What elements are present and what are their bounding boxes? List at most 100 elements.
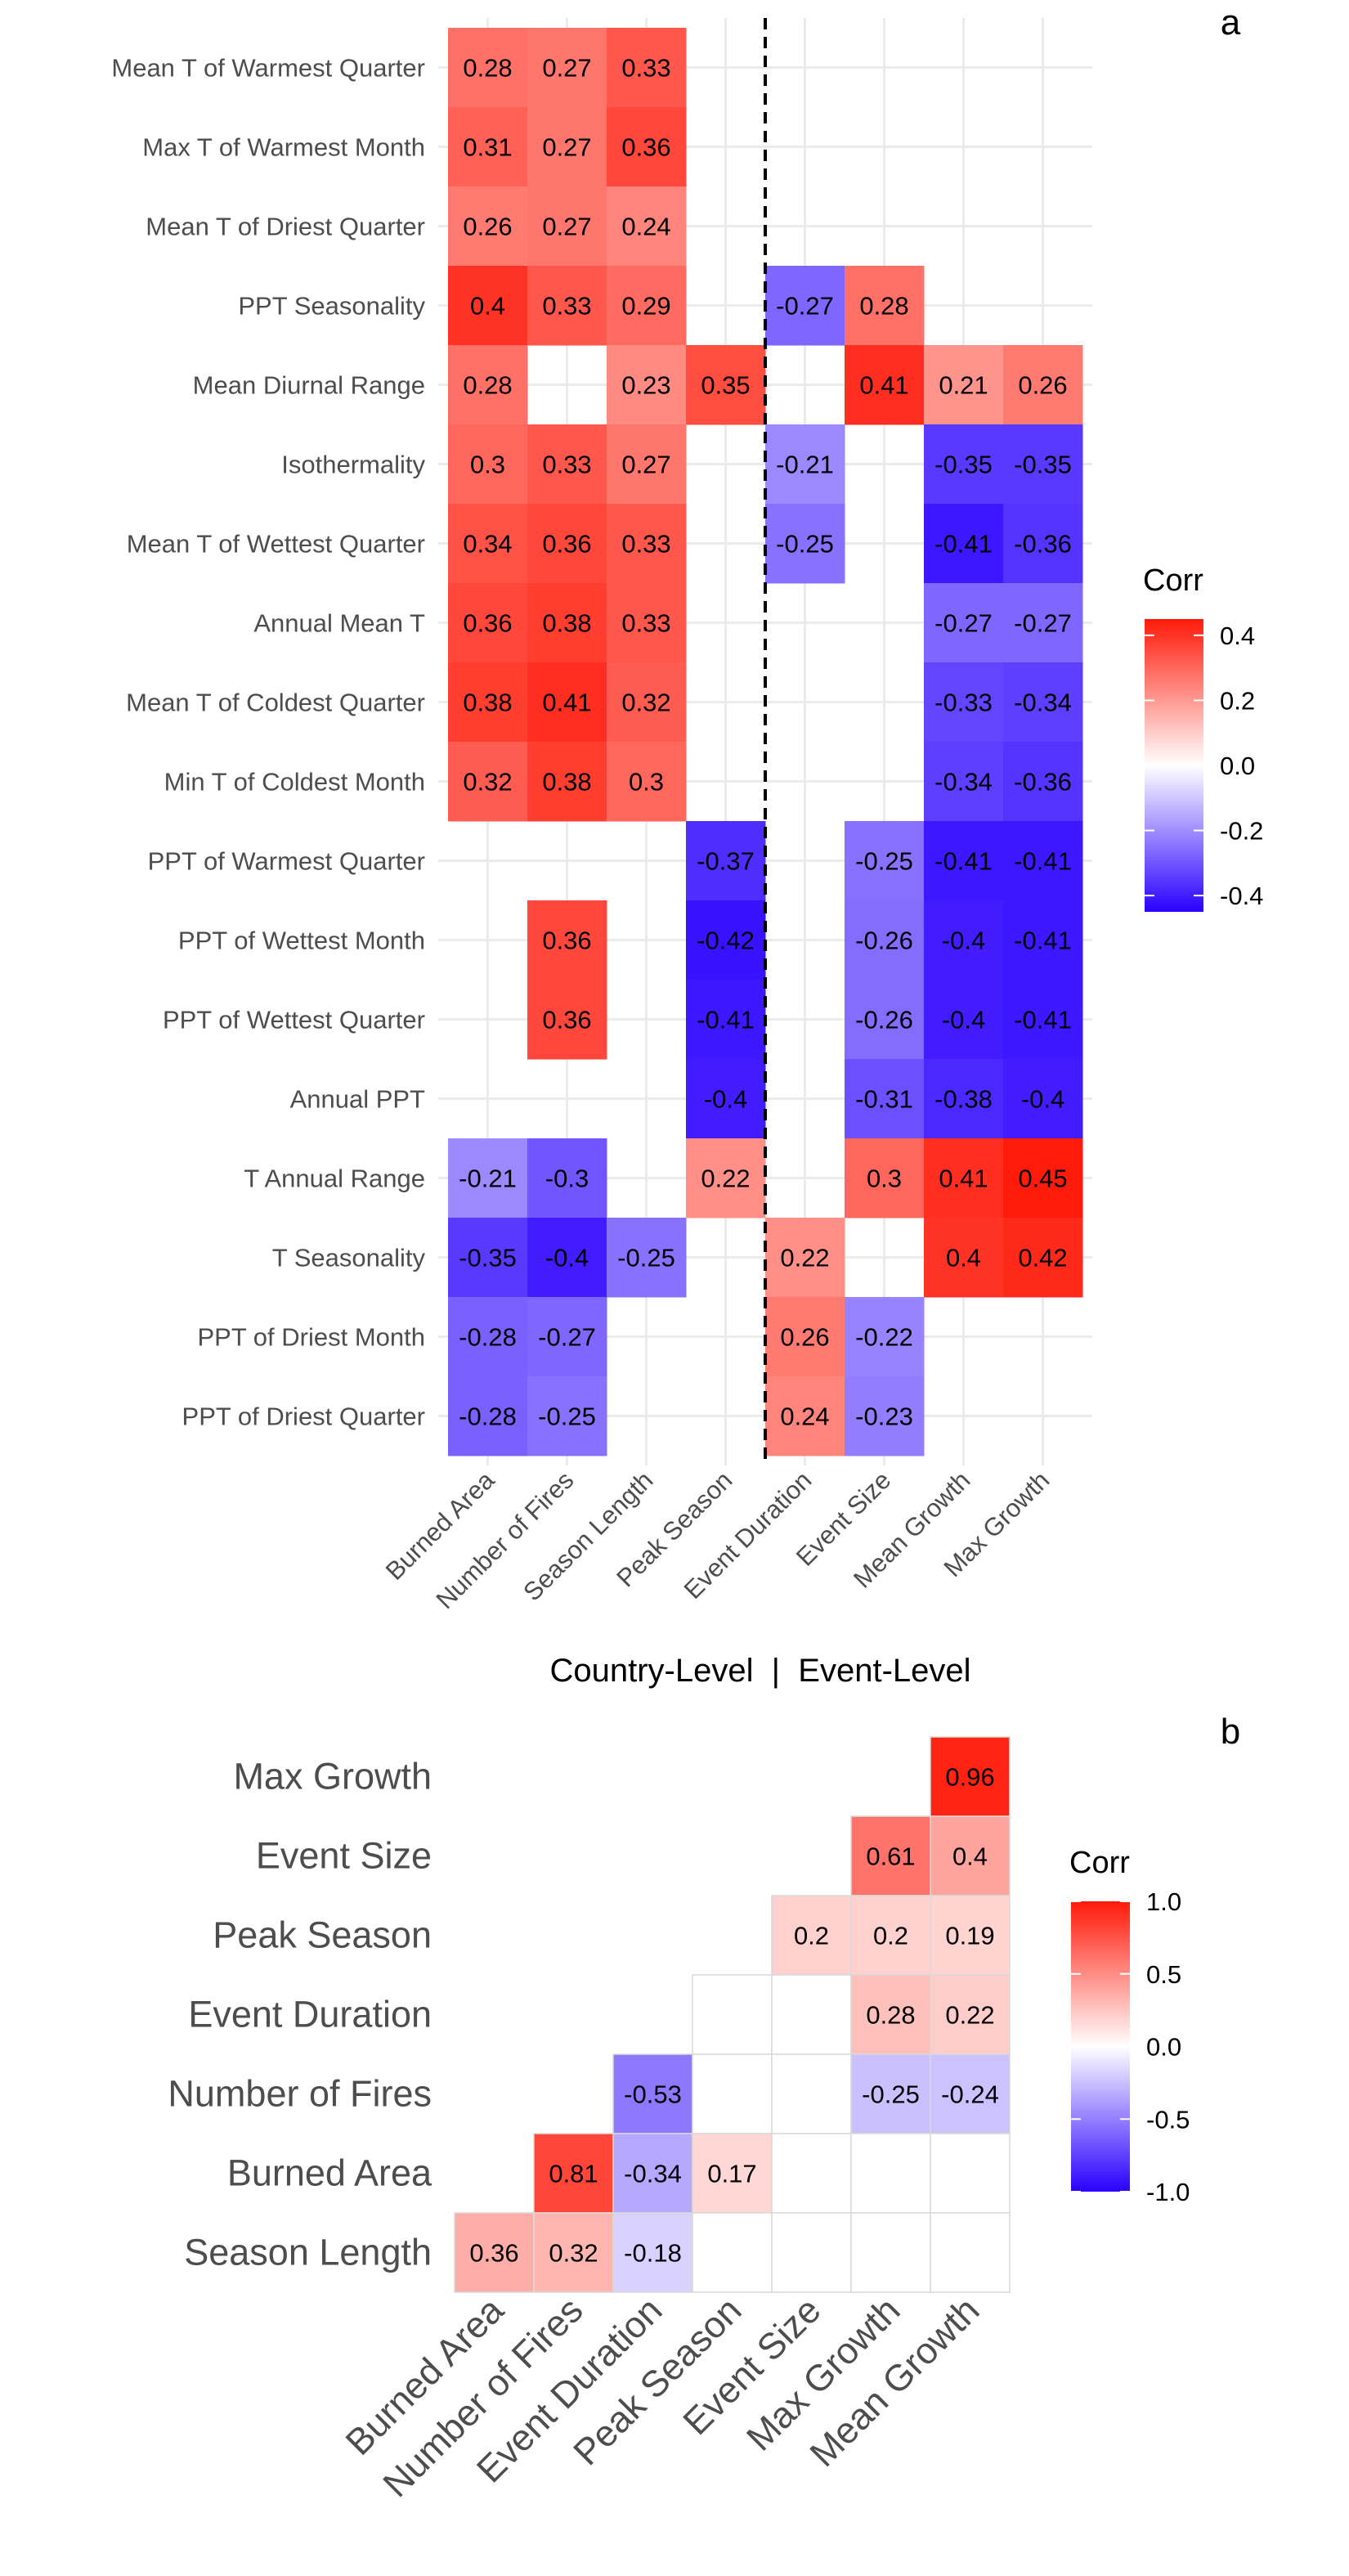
heatmap-cell [448, 1218, 528, 1298]
cell-value-label: -0.35 [1014, 451, 1072, 479]
legend-tick-label: 0.0 [1220, 752, 1255, 780]
row-label: T Annual Range [244, 1165, 425, 1193]
row-label: Event Duration [188, 1994, 432, 2035]
heatmap-cell [448, 345, 528, 425]
heatmap-cell [850, 2133, 931, 2214]
row-label: Number of Fires [168, 2073, 432, 2115]
heatmap-cell [454, 2212, 535, 2293]
row-label: Mean T of Driest Quarter [146, 213, 425, 241]
cell-value-label: -0.22 [855, 1323, 913, 1352]
cell-value-label: 0.38 [463, 689, 512, 717]
cell-value-label: 0.24 [780, 1402, 829, 1431]
cell-value-label: 0.36 [542, 1006, 591, 1034]
heatmap-cell [607, 662, 687, 743]
cell-value-label: -0.41 [934, 847, 993, 876]
cell-value-label: 0.27 [542, 133, 591, 162]
cell-value-label: -0.34 [934, 768, 993, 797]
cell-value-label: 0.34 [463, 530, 512, 559]
cell-value-label: 0.33 [621, 609, 670, 638]
cell-value-label: 0.28 [463, 54, 512, 83]
cell-value-label: 0.29 [621, 292, 670, 321]
cell-value-label: -0.26 [855, 1006, 913, 1034]
panel-b-legend-title: Corr [1069, 1846, 1130, 1880]
row-label: T Seasonality [272, 1244, 426, 1272]
heatmap-cell [692, 1974, 773, 2055]
cell-value-label: -0.41 [1014, 847, 1072, 876]
cell-value-label: 0.33 [542, 451, 591, 479]
heatmap-cell [924, 1059, 1004, 1139]
cell-value-label: 0.27 [621, 451, 670, 479]
heatmap-cell [845, 821, 925, 901]
heatmap-cell [607, 266, 687, 346]
cell-value-label: -0.3 [545, 1165, 589, 1193]
heatmap-cell [448, 504, 528, 584]
cell-value-label: 0.81 [549, 2160, 598, 2188]
row-label: PPT of Warmest Quarter [148, 847, 425, 876]
cell-value-label: 0.32 [549, 2239, 598, 2268]
cell-value-label: -0.28 [459, 1402, 517, 1431]
heatmap-cell [1003, 1218, 1083, 1298]
heatmap-cell [1003, 1059, 1083, 1139]
heatmap-cell [607, 583, 687, 663]
row-label: Isothermality [281, 451, 425, 479]
heatmap-cell [845, 1059, 925, 1139]
cell-value-label: 0.3 [470, 451, 505, 479]
heatmap-cell [930, 2212, 1011, 2293]
panel-b-letter: b [1221, 1712, 1240, 1752]
row-label: Max T of Warmest Month [142, 133, 425, 162]
cell-value-label: 0.36 [621, 133, 670, 162]
heatmap-cell [607, 1218, 687, 1298]
heatmap-cell [924, 1218, 1004, 1298]
cell-value-label: 0.19 [945, 1922, 994, 1950]
panel-a-legend-title: Corr [1143, 563, 1203, 598]
heatmap-cell [930, 1974, 1011, 2055]
cell-value-label: 0.41 [939, 1165, 988, 1193]
cell-value-label: 0.33 [621, 530, 670, 559]
heatmap-cell [1003, 662, 1083, 743]
heatmap-cell [845, 900, 925, 981]
heatmap-cell [527, 28, 607, 108]
panel-a-letter: a [1221, 2, 1241, 43]
cell-value-label: -0.25 [776, 530, 834, 559]
cell-value-label: -0.21 [459, 1165, 517, 1193]
legend-tick-label: 0.0 [1146, 2033, 1181, 2062]
heatmap-cell [686, 821, 766, 901]
heatmap-cell [845, 1297, 925, 1377]
cell-value-label: -0.25 [617, 1244, 675, 1272]
heatmap-cell [686, 900, 766, 981]
heatmap-cell [850, 2053, 931, 2134]
heatmap-cell [930, 2133, 1011, 2214]
cell-value-label: -0.4 [545, 1244, 589, 1272]
heatmap-cell [448, 107, 528, 187]
heatmap-cell [527, 424, 607, 505]
heatmap-cell [686, 345, 766, 425]
cell-value-label: -0.25 [862, 2080, 920, 2109]
row-label: PPT of Wettest Month [178, 927, 425, 955]
cell-value-label: -0.4 [942, 927, 985, 955]
cell-value-label: -0.27 [776, 292, 834, 321]
cell-value-label: -0.4 [704, 1085, 747, 1114]
panel-a-cells: 0.28 0.27 0.33 0.31 0.27 0.36 0.26 0.27 0.24 0.4 0… [448, 28, 1083, 1456]
cell-value-label: 0.22 [780, 1244, 829, 1272]
cell-value-label: 0.45 [1018, 1165, 1067, 1193]
row-label: PPT Seasonality [238, 292, 425, 321]
heatmap-cell [692, 2212, 773, 2293]
cell-value-label: 0.4 [946, 1244, 981, 1272]
heatmap-cell [1003, 821, 1083, 901]
cell-value-label: -0.42 [697, 927, 755, 955]
heatmap-cell [607, 28, 687, 108]
heatmap-cell [765, 424, 845, 505]
cell-value-label: -0.41 [1014, 927, 1072, 955]
heatmap-cell [527, 742, 607, 822]
cell-value-label: -0.4 [1021, 1085, 1064, 1114]
cell-value-label: 0.26 [463, 213, 512, 241]
legend-tick-label: 0.2 [1220, 686, 1255, 715]
cell-value-label: -0.36 [1014, 530, 1072, 559]
heatmap-cell [607, 504, 687, 584]
panel-b-heatmap: 0.960.61 0.40.2 0.2 0.190.28 0.22-0.53 -0.25-… [168, 1712, 1240, 2505]
cell-value-label: 0.33 [542, 292, 591, 321]
heatmap-cell [607, 424, 687, 505]
cell-value-label: -0.35 [934, 451, 993, 479]
heatmap-cell [924, 980, 1004, 1060]
cell-value-label: 0.2 [873, 1922, 908, 1950]
